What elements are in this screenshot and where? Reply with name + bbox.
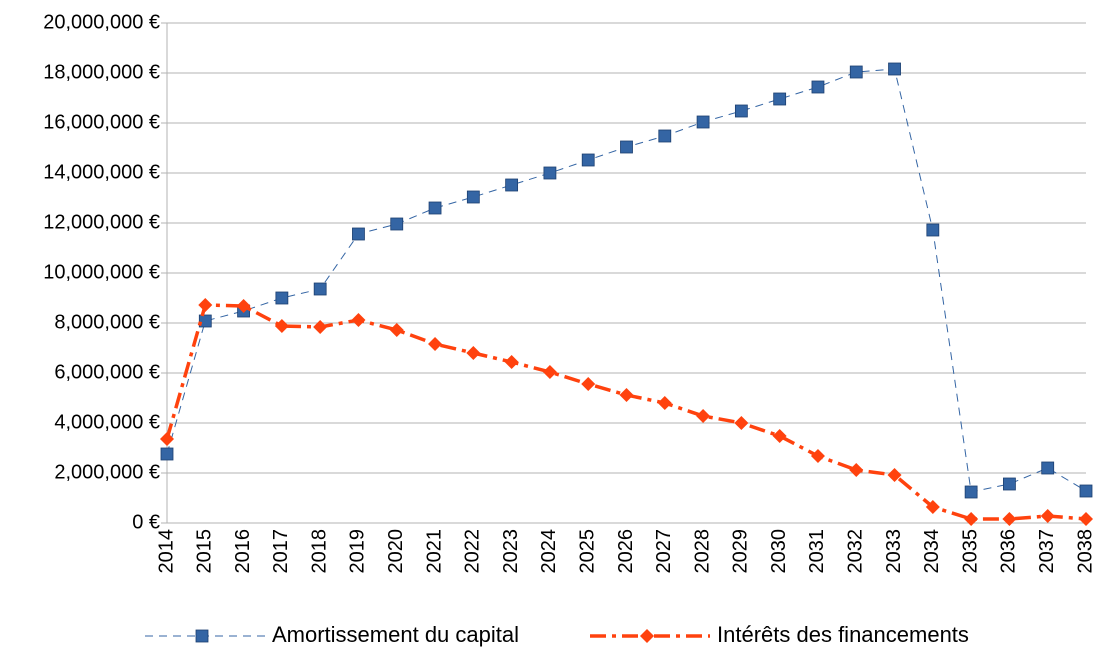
y-tick-label: 20,000,000 € [43, 11, 160, 33]
y-tick-label: 4,000,000 € [54, 411, 160, 433]
x-tick-label: 2032 [845, 529, 867, 574]
marker [389, 323, 404, 337]
x-tick-label: 2038 [1074, 529, 1096, 574]
marker [390, 217, 404, 231]
series-line [165, 303, 1087, 521]
marker [964, 512, 979, 526]
marker [658, 129, 672, 143]
x-tick-label: 2027 [653, 529, 675, 574]
x-tick-label: 2037 [1036, 529, 1058, 574]
series-line [166, 68, 1087, 493]
x-tick-label: 2015 [194, 529, 216, 574]
marker [657, 396, 672, 410]
y-tick-label: 8,000,000 € [54, 311, 160, 333]
marker [542, 365, 557, 379]
x-tick-label: 2030 [768, 529, 790, 574]
y-tick-label: 6,000,000 € [54, 361, 160, 383]
marker [620, 140, 633, 154]
x-tick-label: 2026 [615, 529, 637, 574]
marker [198, 298, 213, 312]
x-tick-label: 2025 [576, 529, 598, 574]
marker [811, 80, 825, 94]
x-tick-label: 2014 [155, 529, 177, 574]
marker [734, 416, 749, 430]
marker [313, 282, 327, 296]
x-tick-label: 2028 [691, 529, 713, 574]
marker [696, 115, 710, 129]
y-tick-label: 18,000,000 € [43, 61, 160, 83]
legend-label: Amortissement du capital [272, 622, 519, 647]
marker [849, 463, 864, 477]
x-tick-label: 2033 [883, 529, 905, 574]
marker [195, 629, 209, 643]
x-tick-label: 2036 [998, 529, 1020, 574]
x-tick-label: 2031 [806, 529, 828, 574]
y-tick-label: 12,000,000 € [43, 211, 160, 233]
marker [773, 92, 787, 106]
x-tick-label: 2019 [347, 529, 369, 574]
marker [466, 346, 481, 360]
marker [734, 104, 748, 118]
x-tick-label: 2017 [270, 529, 292, 574]
marker [198, 314, 212, 328]
marker [466, 190, 480, 204]
marker [696, 409, 711, 423]
marker [1041, 461, 1055, 475]
marker [964, 485, 978, 499]
marker [1079, 512, 1093, 526]
marker [505, 178, 519, 192]
marker [1003, 477, 1016, 491]
y-tick-label: 10,000,000 € [43, 261, 160, 283]
marker [1002, 512, 1017, 526]
marker [504, 355, 519, 369]
x-tick-label: 2034 [921, 529, 943, 574]
marker [543, 166, 557, 180]
y-tick-label: 0 € [132, 511, 160, 533]
marker [772, 429, 787, 443]
marker [925, 500, 940, 514]
x-tick-label: 2022 [462, 529, 484, 574]
y-tick-label: 2,000,000 € [54, 461, 160, 483]
x-tick-label: 2021 [423, 529, 445, 574]
marker [1079, 484, 1093, 498]
x-tick-label: 2035 [959, 529, 981, 574]
marker [352, 227, 365, 241]
x-tick-label: 2018 [308, 529, 330, 574]
y-tick-label: 14,000,000 € [43, 161, 160, 183]
marker [275, 291, 289, 305]
marker [428, 337, 443, 351]
marker [926, 223, 940, 237]
x-tick-label: 2023 [500, 529, 522, 574]
marker [428, 201, 442, 215]
marker [236, 299, 251, 313]
marker [581, 377, 596, 391]
legend-label: Intérêts des financements [717, 622, 969, 647]
x-tick-label: 2020 [385, 529, 407, 574]
x-tick-label: 2024 [538, 529, 560, 574]
marker [810, 449, 825, 463]
marker [849, 65, 863, 79]
marker [160, 432, 174, 446]
x-tick-label: 2016 [232, 529, 254, 574]
marker [313, 320, 328, 334]
marker [888, 62, 901, 76]
x-tick-label: 2029 [730, 529, 752, 574]
marker [640, 629, 654, 643]
marker [274, 319, 289, 333]
marker [887, 468, 902, 482]
marker [619, 388, 634, 402]
marker [581, 153, 595, 167]
marker [1040, 509, 1055, 523]
marker [351, 313, 366, 327]
y-tick-label: 16,000,000 € [43, 111, 160, 133]
marker [160, 447, 174, 461]
